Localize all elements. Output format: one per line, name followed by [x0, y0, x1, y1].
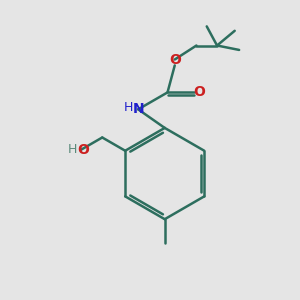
Text: O: O — [77, 143, 89, 157]
Text: H: H — [68, 143, 77, 157]
Text: H: H — [124, 101, 134, 114]
Text: N: N — [132, 102, 144, 116]
Text: O: O — [169, 52, 181, 67]
Text: O: O — [194, 85, 205, 99]
